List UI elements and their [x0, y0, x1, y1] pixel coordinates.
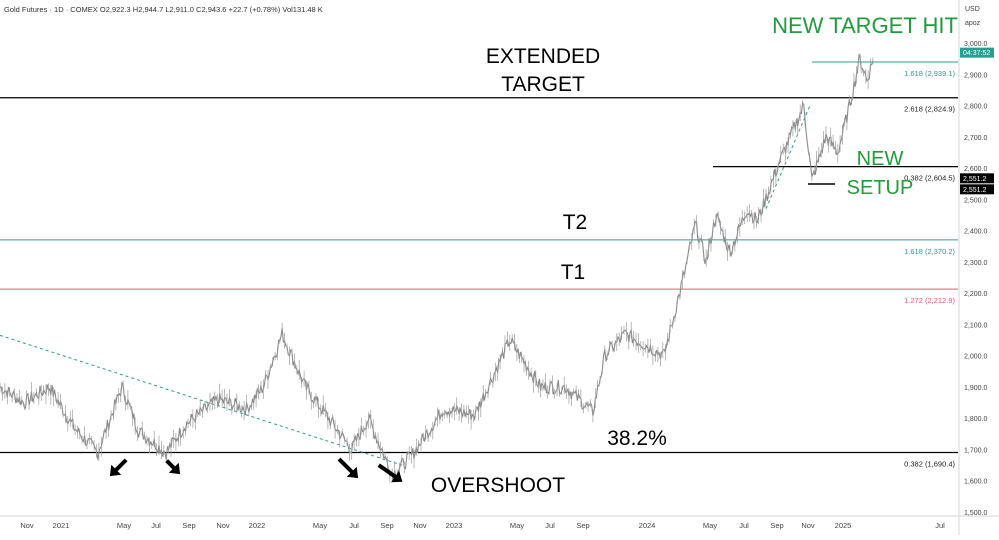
annotation-new: NEW	[857, 148, 904, 170]
annotation-t1: T1	[561, 261, 586, 284]
y-tick-label: 1,900.0	[964, 385, 987, 392]
x-tick-label: May	[703, 521, 717, 530]
arrow-icons	[109, 457, 403, 483]
x-tick-label: May	[313, 521, 327, 530]
x-tick-label: Sep	[576, 521, 589, 530]
x-tick-label: Jul	[151, 521, 161, 530]
y-tick-label: 3,000.0	[964, 41, 987, 48]
y-tick-label: 2,800.0	[964, 104, 987, 111]
y-tick-label: 2,300.0	[964, 260, 987, 267]
downtrend-line	[0, 334, 403, 466]
x-tick-label: 2023	[446, 521, 463, 530]
price-badge-label: 2,551.2	[963, 176, 986, 183]
y-axis-unit-secondary: apoz	[965, 20, 981, 27]
x-tick-label: Nov	[801, 521, 815, 530]
x-tick-label: Sep	[770, 521, 783, 530]
annotation-t2: T2	[563, 211, 588, 234]
y-tick-label: 2,500.0	[964, 197, 987, 204]
fib-level-label: 2.618 (2,824.9)	[904, 105, 955, 114]
y-tick-label: 2,400.0	[964, 229, 987, 236]
price-badge-label: 2,551.2	[963, 187, 986, 194]
fib-levels: 1.618 (2,939.1) 2.618 (2,824.9) 0.382 (2,6…	[0, 61, 958, 468]
x-tick-label: May	[117, 521, 131, 530]
arrow-up-left-icon	[109, 458, 128, 477]
y-tick-label: 2,700.0	[964, 135, 987, 142]
price-line	[0, 52, 874, 481]
price-badge	[960, 173, 994, 184]
y-tick-label: 2,000.0	[964, 354, 987, 361]
annotation-new-target-hit: NEW TARGET HIT	[772, 13, 958, 38]
y-tick-label: 1,600.0	[964, 479, 987, 486]
trendlines	[0, 105, 811, 466]
annotation-target: TARGET	[501, 73, 585, 96]
x-tick-label: Jul	[739, 521, 749, 530]
x-tick-label: 2024	[639, 521, 656, 530]
annotation-retracement: 38.2%	[607, 427, 667, 450]
y-tick-label: 1,700.0	[964, 447, 987, 454]
fib-level-label: 1.618 (2,939.1)	[904, 69, 955, 78]
price-badge	[960, 184, 994, 195]
fib-level-label: 0.382 (2,604.5)	[904, 174, 955, 183]
x-tick-label: May	[510, 521, 524, 530]
fib-level-label: 0.382 (1,690.4)	[904, 459, 955, 468]
fib-level-label: 1.618 (2,370.2)	[904, 247, 955, 256]
x-tick-label: Sep	[380, 521, 393, 530]
price-badge-label: 04:37:52	[963, 50, 990, 57]
y-tick-label: 1,500.0	[964, 510, 987, 517]
x-tick-label: Nov	[216, 521, 230, 530]
annotation-extended: EXTENDED	[486, 45, 600, 68]
x-tick-label: Jul	[935, 521, 945, 530]
y-tick-label: 2,200.0	[964, 291, 987, 298]
x-tick-label: Jul	[349, 521, 359, 530]
x-tick-label: Nov	[20, 521, 34, 530]
arrow-up-right-icon	[337, 457, 359, 479]
fib-level-label: 1.272 (2,212.9)	[904, 296, 955, 305]
y-tick-label: 1,800.0	[964, 416, 987, 423]
y-axis-unit: USD	[965, 6, 980, 13]
y-tick-label: 2,600.0	[964, 166, 987, 173]
x-tick-label: Nov	[413, 521, 427, 530]
x-tick-label: Sep	[182, 521, 195, 530]
symbol-header: Gold Futures · 1D · COMEX O2,922.3 H2,94…	[4, 5, 323, 14]
uptrend-line	[765, 105, 811, 209]
price-badge	[960, 47, 994, 58]
y-tick-label: 2,100.0	[964, 322, 987, 329]
price-series	[0, 52, 874, 483]
x-tick-label: 2025	[835, 521, 852, 530]
x-tick-label: Jul	[545, 521, 555, 530]
arrow-up-right-icon	[165, 459, 181, 475]
x-tick-label: 2022	[249, 521, 266, 530]
y-tick-label: 2,900.0	[964, 72, 987, 79]
annotation-setup: SETUP	[847, 177, 914, 199]
x-tick-label: 2021	[53, 521, 70, 530]
annotation-overshoot: OVERSHOOT	[431, 474, 565, 497]
arrow-up-right-icon	[377, 463, 403, 483]
